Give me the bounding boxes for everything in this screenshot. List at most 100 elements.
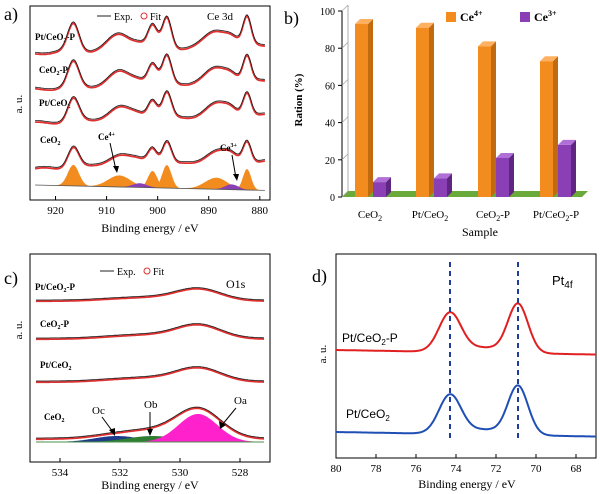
panel-b-bar-side <box>571 139 576 197</box>
panel-b-grid-diag <box>341 190 349 198</box>
panel-a-fit-curve <box>35 91 265 125</box>
panel-b-ytick-label: 0 <box>330 193 335 204</box>
panel-b-ytick-label: 80 <box>325 44 335 55</box>
panel-b-cat-ptceo2: Pt/CeO2 <box>412 209 448 223</box>
xtick-label: 74 <box>451 463 463 475</box>
panel-c-deconvolution <box>36 414 266 443</box>
panel-b-bar-top <box>478 41 496 47</box>
panel-b-bar-side <box>553 56 558 197</box>
panel-b-bar-ce4 <box>416 27 429 197</box>
panel-d-ylabel: a. u. <box>317 344 329 363</box>
panel-a-ce4-component <box>230 169 263 191</box>
panel-c-oa-arrow <box>221 407 237 426</box>
panel-a-ce4-component <box>134 171 170 189</box>
panel-b: b) Ration (%) Sample 0 20 40 60 80 100 Ce4+ C… <box>284 4 588 239</box>
panel-b-bar-ce4 <box>478 46 491 198</box>
panel-a-ce3-component <box>205 184 258 191</box>
panel-a-fit-curve <box>34 54 266 91</box>
panel-c-ob-label: Ob <box>144 399 158 411</box>
panel-c-fit-curve <box>36 323 264 341</box>
panel-b-bar-top <box>373 177 391 183</box>
panel-b-bar-side <box>447 173 452 197</box>
xtick-label: 70 <box>531 463 543 475</box>
xtick-label: 68 <box>571 463 583 475</box>
panel-b-bar-side <box>368 19 373 197</box>
panel-c-exp-curve <box>36 323 264 339</box>
panel-b-bar-top <box>540 56 558 62</box>
xtick-label: 72 <box>491 463 502 475</box>
panel-a-legend-fit: Fit <box>150 12 161 23</box>
panel-b-bar-side <box>386 177 391 197</box>
panel-a-deconvolution <box>35 164 265 191</box>
panel-a-frame <box>29 5 271 201</box>
panel-c-label: c) <box>4 268 18 289</box>
panel-a-ce3-label: Ce3+ <box>220 143 238 153</box>
panel-c-exp-curve <box>36 366 264 382</box>
xtick-label: 534 <box>52 467 69 479</box>
panel-b-axes: 0 20 40 60 80 100 <box>320 4 588 204</box>
xtick-label: 900 <box>149 205 166 217</box>
panel-c-oa-label: Oa <box>234 395 247 407</box>
panel-a-ce4-arrow <box>109 142 117 171</box>
panel-b-bar-ce3 <box>434 178 447 197</box>
panel-b-xlabel: Sample <box>462 225 498 239</box>
panel-c-xticks: 534 532 530 528 <box>52 458 249 479</box>
panel-b-bar-ce3 <box>373 182 386 197</box>
panel-a: a) a. u. Binding energy / eV 920 910 900 89… <box>4 4 271 235</box>
panel-a-xticks: 920 910 900 890 880 <box>47 196 269 217</box>
panel-b-legend-ce3: Ce3+ <box>534 9 557 24</box>
panel-b-bar-top <box>496 152 514 158</box>
panel-c-fit-curve <box>36 287 264 303</box>
panel-a-ce4-component <box>171 177 261 191</box>
panel-c-legend-fit: Fit <box>153 267 164 278</box>
xtick-label: 890 <box>200 205 217 217</box>
panel-c-oc-arrowhead <box>109 428 115 436</box>
xtick-label: 76 <box>411 463 423 475</box>
panel-b-cat-ptceo2p: Pt/CeO2-P <box>533 209 579 223</box>
panel-a-label-ptceo2: Pt/CeO2 <box>39 98 71 110</box>
panel-b-bar-ce3 <box>496 157 509 197</box>
panel-a-legend-fit-marker <box>140 12 148 20</box>
panel-b-grid-diag <box>341 4 349 12</box>
panel-b-grid-diag <box>341 41 349 49</box>
panel-b-bar-ce4 <box>540 61 553 197</box>
panel-a-exp-curve <box>35 139 265 168</box>
panel-b-bar-side <box>509 152 514 197</box>
panel-b-cat-ceo2: CeO2 <box>358 209 382 223</box>
panel-d-curve-ptceo2 <box>336 384 596 438</box>
panel-c-ob-arrowhead <box>147 429 153 436</box>
panel-b-ytick-label: 40 <box>325 119 335 130</box>
panel-d-label: d) <box>312 266 327 287</box>
panel-b-floor <box>342 191 588 197</box>
panel-b-bar-side <box>429 22 434 197</box>
panel-d-frame <box>335 253 597 459</box>
panel-a-ylabel: a. u. <box>13 94 25 113</box>
panel-b-ylabel: Ration (%) <box>293 73 305 126</box>
xtick-label: 880 <box>252 205 269 217</box>
panel-b-bar-side <box>491 41 496 198</box>
panel-b-label: b) <box>284 8 299 29</box>
panel-b-ytick-label: 20 <box>325 156 335 167</box>
panel-a-fit-curve <box>34 140 266 170</box>
panel-b-legend-ce4-swatch <box>446 12 456 22</box>
panel-d-curve-ptceo2p <box>336 302 596 356</box>
panel-d-xlabel: Binding energy / eV <box>418 477 516 491</box>
panel-b-ytick-label: 60 <box>325 81 335 92</box>
xtick-label: 910 <box>98 205 115 217</box>
panel-c-ylabel: a. u. <box>13 320 25 339</box>
panel-b-bar-top <box>434 173 452 179</box>
panel-a-ce4-label: Ce4+ <box>98 132 116 142</box>
panel-b-bar-ce4 <box>355 24 368 197</box>
panel-a-xlabel: Binding energy / eV <box>101 221 199 235</box>
xtick-label: 530 <box>172 467 189 479</box>
panel-c-exp-curve <box>36 287 264 301</box>
panel-c-oa-component <box>129 414 266 442</box>
panel-a-title: Ce 3d <box>207 11 233 23</box>
panel-a-ce4-component <box>148 165 185 189</box>
panel-b-grid-diag <box>341 79 349 86</box>
panel-c-fit-curve <box>36 366 264 384</box>
panel-c-label-ptceo2: Pt/CeO2 <box>40 360 72 372</box>
panel-d-title: Pt4f <box>552 273 573 291</box>
panel-d-xticks: 80 78 76 74 72 70 68 <box>331 454 583 475</box>
